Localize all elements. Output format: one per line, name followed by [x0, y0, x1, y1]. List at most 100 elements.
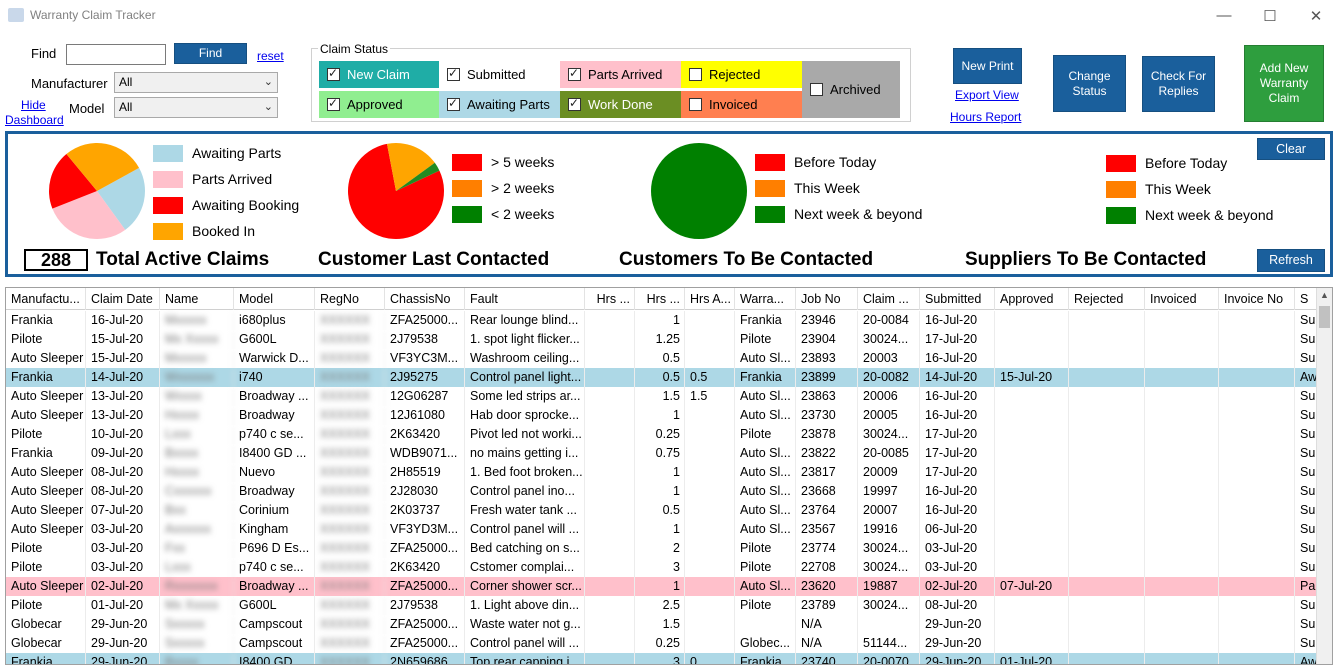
hours-report-link[interactable]: Hours Report: [950, 110, 1022, 124]
refresh-button[interactable]: Refresh: [1257, 249, 1325, 272]
table-cell: Auto Sl...: [735, 406, 796, 425]
table-cell: Control panel ino...: [465, 482, 585, 501]
table-cell: 03-Jul-20: [920, 558, 995, 577]
table-row[interactable]: Auto Sleeper 02-Jul-20 Rxxxxxxx Broadway ..…: [6, 577, 1325, 596]
table-cell: Warwick D...: [234, 349, 315, 368]
table-row[interactable]: Frankia 29-Jun-20 Bxxxx I8400 GD XXXXXX 2N659…: [6, 653, 1325, 664]
checkbox[interactable]: [568, 66, 581, 81]
status-filter-work-done[interactable]: Work Done: [560, 91, 681, 118]
table-row[interactable]: Auto Sleeper 08-Jul-20 Hxxxx Nuevo XXXXXX 2H8…: [6, 463, 1325, 482]
checkbox[interactable]: [568, 96, 581, 111]
status-filter-submitted[interactable]: Submitted: [439, 61, 560, 88]
table-row[interactable]: Pilote 03-Jul-20 Lxxx p740 c se... XXXXXX 2K6…: [6, 558, 1325, 577]
find-button[interactable]: Find: [174, 43, 247, 64]
table-cell: [1145, 349, 1219, 368]
table-row[interactable]: Frankia 09-Jul-20 Bxxxx I8400 GD ... XXXXXX W…: [6, 444, 1325, 463]
table-cell: ZFA25000...: [385, 634, 465, 653]
table-row[interactable]: Auto Sleeper 13-Jul-20 Wxxxx Broadway ... XX…: [6, 387, 1325, 406]
column-header[interactable]: Hrs ...: [585, 288, 635, 310]
column-header[interactable]: Job No: [796, 288, 858, 310]
table-cell: [1069, 596, 1145, 615]
new-print-button[interactable]: New Print: [953, 48, 1022, 84]
column-header[interactable]: Claim Date: [86, 288, 160, 310]
find-input[interactable]: [66, 44, 166, 65]
hide-dashboard-link-2[interactable]: Dashboard: [5, 113, 64, 127]
checkbox[interactable]: [447, 66, 460, 81]
column-header[interactable]: Rejected: [1069, 288, 1145, 310]
table-row[interactable]: Pilote 01-Jul-20 Mx Xxxxx G600L XXXXXX 2J7953…: [6, 596, 1325, 615]
table-cell: Axxxxxx: [160, 520, 234, 539]
table-cell: Top rear capping i...: [465, 653, 585, 664]
export-view-link[interactable]: Export View: [955, 88, 1019, 102]
table-row[interactable]: Frankia 16-Jul-20 Mxxxxx i680plus XXXXXX ZFA2…: [6, 311, 1325, 330]
column-header[interactable]: Hrs ...: [635, 288, 685, 310]
status-filter-awaiting-parts[interactable]: Awaiting Parts: [439, 91, 560, 118]
status-filter-invoiced[interactable]: Invoiced: [681, 91, 802, 118]
table-row[interactable]: Auto Sleeper 15-Jul-20 Mxxxxx Warwick D... X…: [6, 349, 1325, 368]
table-row[interactable]: Globecar 29-Jun-20 Sxxxxx Campscout XXXXXX ZF…: [6, 634, 1325, 653]
table-cell: Auto Sleeper: [6, 349, 86, 368]
reset-link[interactable]: reset: [257, 49, 284, 63]
scrollbar-thumb[interactable]: [1319, 306, 1330, 328]
table-cell: [1145, 615, 1219, 634]
status-filter-archived[interactable]: Archived: [802, 61, 900, 118]
column-header[interactable]: Claim ...: [858, 288, 920, 310]
table-row[interactable]: Frankia 14-Jul-20 Wxxxxxx i740 XXXXXX 2J95275…: [6, 368, 1325, 387]
table-row[interactable]: Pilote 03-Jul-20 Fxx P696 D Es... XXXXXX ZFA2…: [6, 539, 1325, 558]
column-header[interactable]: Hrs A...: [685, 288, 735, 310]
scroll-up-icon[interactable]: ▲: [1320, 290, 1329, 300]
table-cell: [685, 615, 735, 634]
table-cell: Nuevo: [234, 463, 315, 482]
column-header[interactable]: Invoiced: [1145, 288, 1219, 310]
minimize-button[interactable]: —: [1216, 7, 1232, 24]
table-cell: [1069, 330, 1145, 349]
table-row[interactable]: Auto Sleeper 07-Jul-20 Bxx Corinium XXXXXX 2K…: [6, 501, 1325, 520]
model-select[interactable]: All ⌄: [114, 97, 278, 118]
clear-button[interactable]: Clear: [1257, 138, 1325, 160]
check-for-replies-button[interactable]: Check For Replies: [1142, 56, 1215, 112]
manufacturer-select[interactable]: All ⌄: [114, 72, 278, 93]
table-cell: Campscout: [234, 634, 315, 653]
column-header[interactable]: Submitted: [920, 288, 995, 310]
maximize-button[interactable]: ☐: [1263, 7, 1277, 25]
checkbox[interactable]: [327, 66, 340, 81]
change-status-button[interactable]: Change Status: [1053, 55, 1126, 112]
table-row[interactable]: Auto Sleeper 03-Jul-20 Axxxxxx Kingham XXXXX…: [6, 520, 1325, 539]
status-filter-new-claim[interactable]: New Claim: [319, 61, 439, 88]
column-header[interactable]: Fault: [465, 288, 585, 310]
checkbox[interactable]: [689, 98, 702, 111]
table-cell: [585, 406, 635, 425]
column-header[interactable]: Warra...: [735, 288, 796, 310]
status-filter-parts-arrived[interactable]: Parts Arrived: [560, 61, 681, 88]
column-header[interactable]: Manufactu...: [6, 288, 86, 310]
column-header[interactable]: Invoice No: [1219, 288, 1295, 310]
checkbox[interactable]: [327, 96, 340, 111]
model-label: Model: [69, 101, 105, 116]
column-header[interactable]: Approved: [995, 288, 1069, 310]
table-cell: [1145, 311, 1219, 330]
table-cell: Corinium: [234, 501, 315, 520]
column-header[interactable]: RegNo: [315, 288, 385, 310]
column-header[interactable]: ChassisNo: [385, 288, 465, 310]
column-header[interactable]: Name: [160, 288, 234, 310]
add-new-claim-button[interactable]: Add New Warranty Claim: [1244, 45, 1324, 122]
status-filter-approved[interactable]: Approved: [319, 91, 439, 118]
table-cell: [995, 520, 1069, 539]
hide-dashboard-link[interactable]: Hide: [21, 98, 46, 112]
status-filter-rejected[interactable]: Rejected: [681, 61, 802, 88]
table-row[interactable]: Pilote 15-Jul-20 Mx Xxxxx G600L XXXXXX 2J7953…: [6, 330, 1325, 349]
table-cell: 08-Jul-20: [86, 482, 160, 501]
claims-grid[interactable]: Manufactu... Claim Date Name Model RegNo Chas…: [5, 287, 1333, 665]
column-header[interactable]: Model: [234, 288, 315, 310]
vertical-scrollbar[interactable]: ▲: [1316, 288, 1332, 664]
table-row[interactable]: Globecar 29-Jun-20 Sxxxxx Campscout XXXXXX ZF…: [6, 615, 1325, 634]
table-cell: 1: [635, 482, 685, 501]
close-button[interactable]: ✕: [1309, 7, 1323, 25]
table-cell: [1219, 615, 1295, 634]
table-row[interactable]: Auto Sleeper 13-Jul-20 Hxxxx Broadway XXXXXX…: [6, 406, 1325, 425]
table-row[interactable]: Pilote 10-Jul-20 Lxxx p740 c se... XXXXXX 2K6…: [6, 425, 1325, 444]
table-row[interactable]: Auto Sleeper 08-Jul-20 Cxxxxxx Broadway XXXX…: [6, 482, 1325, 501]
checkbox[interactable]: [689, 68, 702, 81]
checkbox[interactable]: [810, 83, 823, 96]
checkbox[interactable]: [447, 96, 460, 111]
